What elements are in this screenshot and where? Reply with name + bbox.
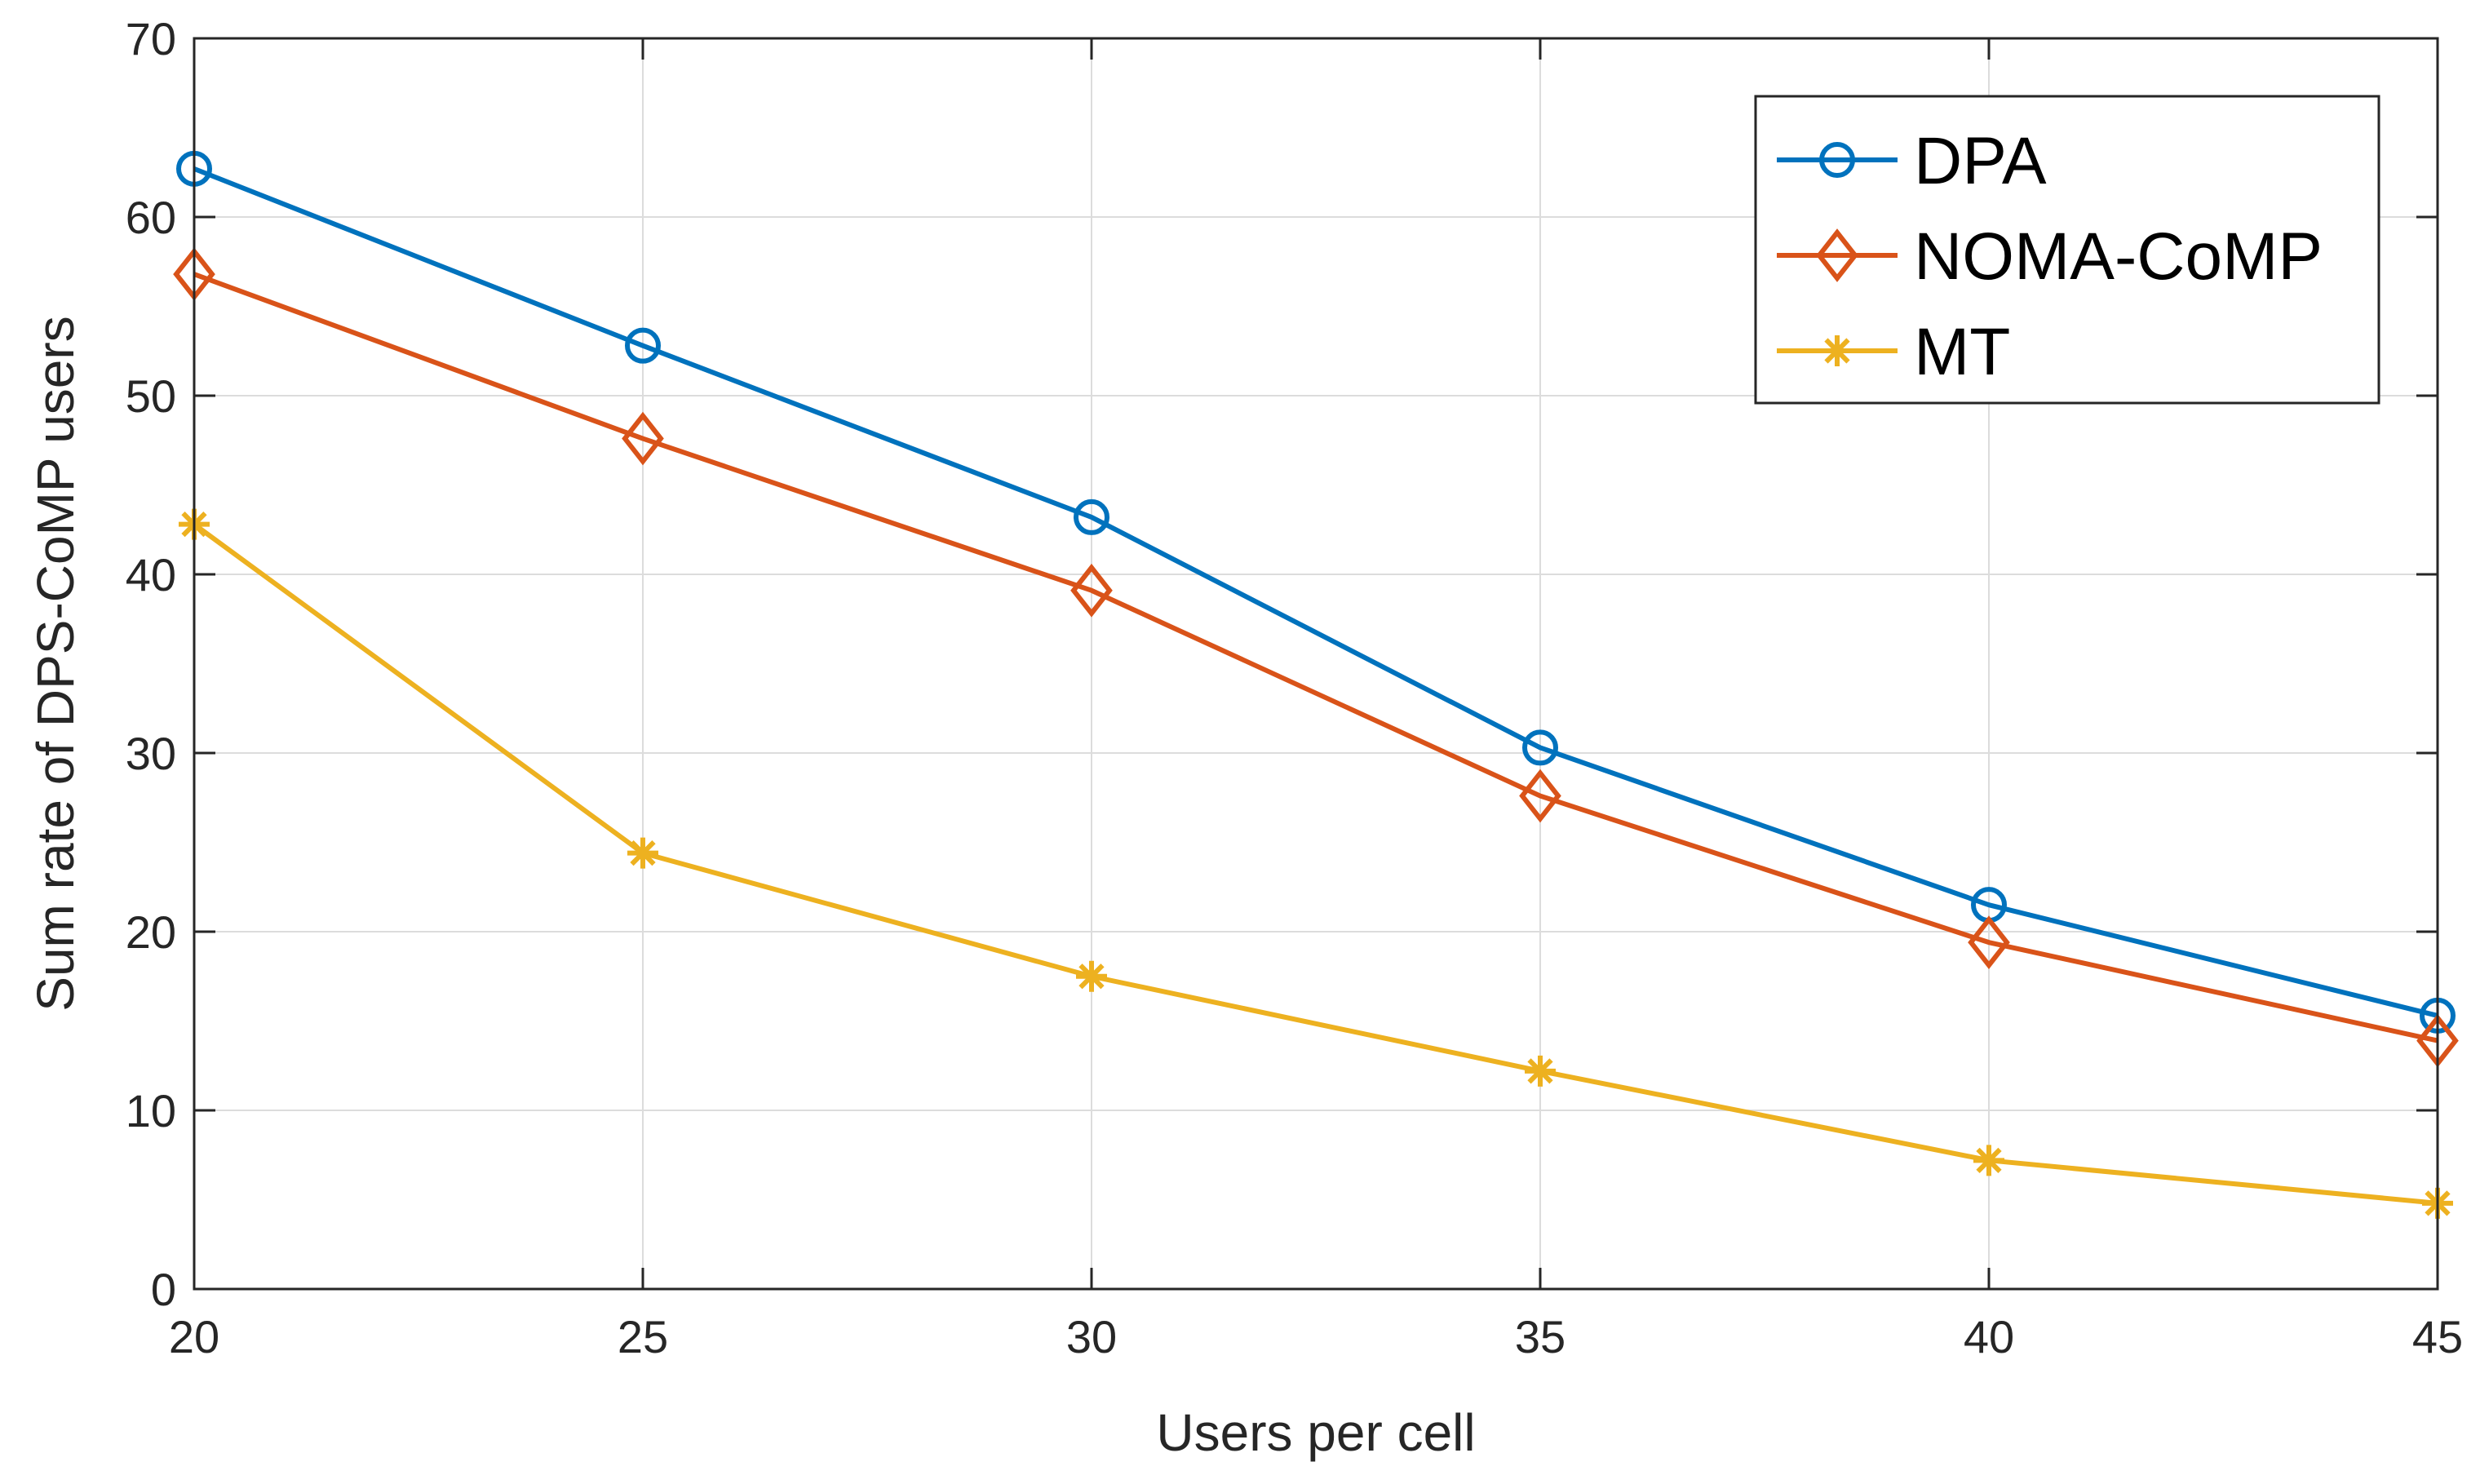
x-tick-label: 20 [169, 1311, 219, 1362]
data-point-noma-comp [622, 411, 664, 466]
x-tick-label: 45 [2412, 1311, 2463, 1362]
y-axis-title: Sum rate of DPS-CoMP users [26, 316, 85, 1011]
legend-label-dpa: DPA [1914, 124, 2047, 198]
legend-item-noma-comp: NOMA-CoMP [1777, 219, 2323, 294]
series-line-dpa [193, 166, 2438, 1018]
y-tick-label: 0 [151, 1264, 176, 1315]
data-point-dpa [1522, 729, 1558, 766]
y-tick-label: 40 [126, 549, 176, 600]
x-tick-label: 30 [1066, 1311, 1117, 1362]
data-point-dpa [625, 327, 661, 364]
x-tick-label: 25 [618, 1311, 668, 1362]
x-tick-label: 35 [1515, 1311, 1566, 1362]
y-tick-label: 50 [126, 370, 176, 422]
legend-marker-noma-comp [1816, 228, 1858, 282]
y-tick-label: 20 [126, 906, 176, 958]
series-mt [179, 508, 2453, 1219]
data-point-mt [1076, 960, 1107, 992]
y-tick-label: 60 [126, 192, 176, 243]
y-tick-label: 30 [126, 728, 176, 779]
series-line-mt [193, 522, 2438, 1206]
legend-marker-mt [1822, 335, 1853, 366]
legend-item-mt: MT [1777, 315, 2010, 389]
data-point-mt [627, 837, 658, 869]
axis-ticks: 20 25 30 35 40 45 0 10 20 30 40 50 60 70 [126, 13, 2463, 1362]
y-tick-label: 10 [126, 1085, 176, 1136]
legend-label-noma-comp: NOMA-CoMP [1914, 219, 2323, 294]
data-point-mt [1973, 1145, 2004, 1176]
y-tick-label: 70 [126, 13, 176, 64]
x-axis-title: Users per cell [1156, 1403, 1475, 1462]
data-point-noma-comp [1968, 915, 2010, 969]
legend: DPA NOMA-CoMP MT [1754, 95, 2380, 405]
data-point-mt [1525, 1055, 1556, 1087]
series-line-noma-comp [193, 272, 2438, 1043]
x-tick-label: 40 [1964, 1311, 2014, 1362]
plot-area-frame [193, 37, 2439, 1291]
data-point-dpa [1074, 498, 1109, 535]
data-point-noma-comp [1519, 769, 1561, 823]
legend-label-mt: MT [1914, 315, 2010, 389]
data-point-noma-comp [1070, 563, 1113, 618]
legend-item-dpa: DPA [1777, 124, 2047, 198]
legend-marker-dpa [1819, 142, 1855, 178]
